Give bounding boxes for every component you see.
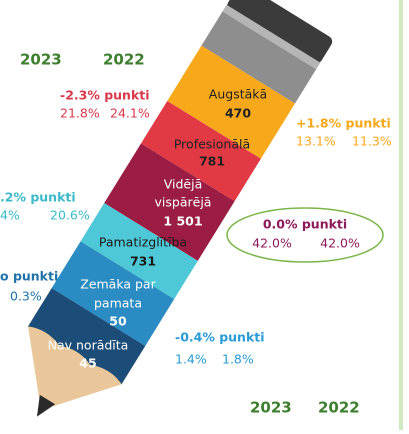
change: -2.3% punkti [60,88,150,103]
level-name: Augstākā [209,87,267,102]
share-2022: 0.3% [10,289,42,304]
level-count: 470 [225,106,251,121]
level-name: Vidējā [164,177,203,192]
share-2023: 13.1% [296,134,336,149]
pencil-ferrule [201,4,321,104]
change: o punkti [0,269,58,284]
level-name: Pamatizglītība [99,235,187,250]
share-2022: 11.3% [352,134,392,149]
pencil-ferrule-band [222,4,321,70]
share-2022: 1.8% [222,352,254,367]
segment-profesionala [140,100,261,202]
segment-nav [28,288,146,385]
level-count: 1 501 [163,214,202,229]
year: 2023 [250,399,292,417]
level-name: Nav norādīta [48,338,129,353]
pencil [28,0,333,417]
level-count: 781 [199,154,225,169]
level-count: 50 [109,314,127,329]
pencil-wood [28,326,122,407]
segment-videja [104,143,235,261]
share-2023: 42.0% [252,236,292,251]
year: 2022 [103,51,145,69]
share-2023: 1.4% [175,352,207,367]
pencil-eraser [227,0,333,63]
level-count: 45 [79,356,96,371]
year: 2023 [20,51,62,69]
change: -0.4% punkti [175,330,265,345]
level-name: pamata [94,296,142,311]
highlight-ellipse [226,207,384,263]
level-name: Zemāka par [80,277,156,292]
share-2022: 24.1% [110,106,150,121]
share-2023: 21.8% [60,106,100,121]
level-count: 731 [130,254,156,269]
share-2023: 4% [0,208,20,223]
segment-pamat [80,203,198,300]
change: .2% punkti [0,190,76,205]
level-name: vispārējā [155,195,212,210]
year: 2022 [318,399,360,417]
segment-augstaka [167,45,296,159]
change: 0.0% punkti [263,217,347,232]
segment-zemaka [51,241,175,346]
change: +1.8% punkti [296,116,391,131]
share-2022: 42.0% [320,236,360,251]
pencil-lead [36,394,56,417]
level-name: Profesionālā [174,137,250,152]
share-2022: 20.6% [50,208,90,223]
